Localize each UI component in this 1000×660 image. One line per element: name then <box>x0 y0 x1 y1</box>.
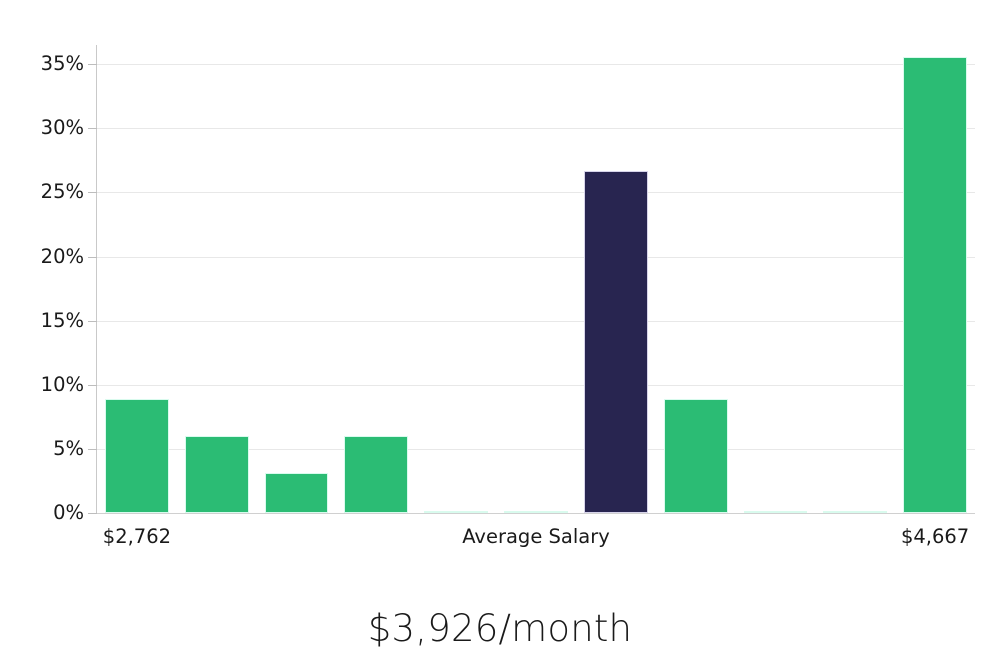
x-axis-label-center: Average Salary <box>462 525 610 548</box>
y-axis-spine <box>96 45 98 514</box>
y-tick-mark-35% <box>88 64 97 66</box>
x-axis-label-left: $2,762 <box>102 525 172 548</box>
y-axis-tick-label: 25% <box>40 180 84 204</box>
y-tick-mark-10% <box>88 384 97 386</box>
gridline-15% <box>97 320 975 322</box>
bar-4[interactable] <box>424 511 489 513</box>
y-tick-mark-15% <box>88 320 97 322</box>
gridline-20% <box>97 256 975 258</box>
y-axis-tick-label: 0% <box>53 501 84 524</box>
y-tick-mark-20% <box>88 256 97 258</box>
y-tick-mark-5% <box>88 448 97 450</box>
y-axis-tick-label: 10% <box>40 372 84 396</box>
bar-6[interactable] <box>583 170 648 513</box>
y-axis-tick-label: 5% <box>53 436 84 460</box>
y-axis-tick-label: 15% <box>40 308 84 332</box>
y-tick-mark-0% <box>88 513 97 514</box>
y-tick-mark-30% <box>88 128 97 130</box>
y-axis-tick-label: 30% <box>40 116 84 140</box>
x-axis-label-right: $4,667 <box>900 525 970 548</box>
bar-2[interactable] <box>264 473 329 513</box>
gridline-5% <box>97 448 975 450</box>
y-axis-tick-label: 20% <box>40 244 84 268</box>
gridline-35% <box>97 64 975 66</box>
plot-area <box>97 45 975 514</box>
y-axis-tick-label: 35% <box>40 52 84 76</box>
bar-10[interactable] <box>903 56 967 513</box>
bar-9[interactable] <box>823 511 888 513</box>
y-tick-mark-25% <box>88 192 97 194</box>
bar-5[interactable] <box>504 511 568 513</box>
gridline-25% <box>97 192 975 194</box>
bar-1[interactable] <box>184 436 249 513</box>
gridline-0% <box>97 513 975 514</box>
gridline-30% <box>97 128 975 130</box>
bar-7[interactable] <box>663 398 728 513</box>
bar-8[interactable] <box>743 511 808 513</box>
bar-0[interactable] <box>104 398 169 513</box>
average-salary-caption: $3,926/month <box>367 607 633 650</box>
bar-3[interactable] <box>344 436 409 513</box>
gridline-10% <box>97 384 975 386</box>
